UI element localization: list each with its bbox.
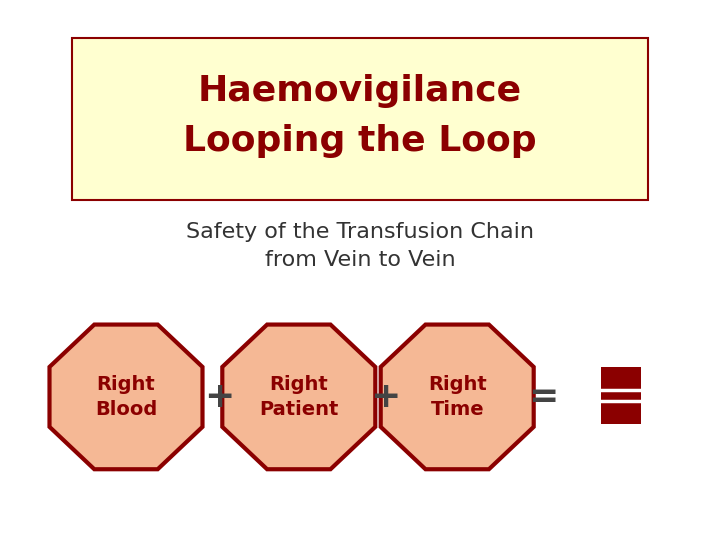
Text: +: +: [204, 380, 235, 414]
Text: Haemovigilance
Looping the Loop: Haemovigilance Looping the Loop: [183, 74, 537, 158]
Text: Safety of the Transfusion Chain
from Vein to Vein: Safety of the Transfusion Chain from Vei…: [186, 222, 534, 269]
Text: Right
Patient: Right Patient: [259, 375, 338, 419]
Polygon shape: [50, 325, 202, 469]
Polygon shape: [222, 325, 375, 469]
Text: Right
Time: Right Time: [428, 375, 487, 419]
FancyBboxPatch shape: [601, 367, 641, 424]
Text: +: +: [370, 380, 400, 414]
Polygon shape: [381, 325, 534, 469]
Text: Right
Blood: Right Blood: [95, 375, 157, 419]
FancyBboxPatch shape: [72, 38, 648, 200]
Text: =: =: [528, 380, 559, 414]
